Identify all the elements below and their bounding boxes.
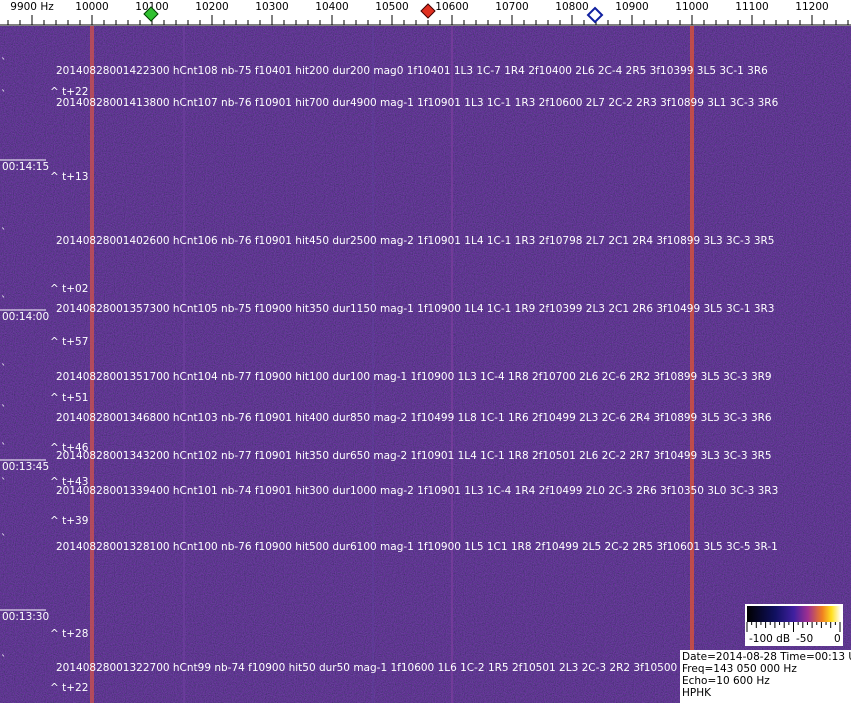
time-offset: ^ t+39 [50,515,88,527]
waterfall-noise [0,26,851,703]
time-offset: ^ t+46 [50,442,89,454]
colorbar: -100 dB -50 0 [745,604,843,646]
time-offset: ^ t+28 [50,628,88,640]
info-box [680,650,851,703]
tick-mark-left: ` [1,57,6,69]
frequency-label: 10100 [135,1,168,13]
tick-mark-left: ` [1,477,6,489]
time-label: 00:14:00 [2,311,49,323]
frequency-label: 10600 [435,1,468,13]
frequency-label: 9900 Hz [10,1,54,13]
detections: 20140828001422300 hCnt108 nb-75 f10401 h… [0,57,779,694]
faint-line [451,26,453,703]
time-label: 00:13:45 [2,461,49,473]
info-line: Date=2014-08-28 Time=00:13 UTC [682,651,851,663]
frequency-label: 10800 [555,1,588,13]
frequency-label: 10200 [195,1,228,13]
red-marker[interactable] [420,3,436,19]
frequency-label: 10000 [75,1,108,13]
time-offset: ^ t+22 [50,86,88,98]
detection-text: 20140828001328100 hCnt100 nb-76 f10900 h… [56,541,778,553]
time-offset: ^ t+22 [50,682,88,694]
time-offset: ^ t+57 [50,336,88,348]
tick-mark-left: ` [1,533,6,545]
carrier-streaks [90,26,694,703]
frequency-label: 10300 [255,1,288,13]
detection-text: 20140828001402600 hCnt106 nb-76 f10901 h… [56,235,775,247]
frequency-label: 10400 [315,1,348,13]
time-label: 00:14:15 [2,161,49,173]
time-offset: ^ t+51 [50,392,88,404]
colorbar-gradient [747,606,841,622]
detection-text: 20140828001351700 hCnt104 nb-77 f10900 h… [56,371,772,383]
faint-line [372,26,374,703]
tick-mark-left: ` [1,654,6,666]
colorbar-label: -100 dB [749,633,790,645]
green-marker[interactable] [143,6,159,22]
carrier-line [690,26,694,703]
tick-mark-left: ` [1,442,6,454]
detection-text: 20140828001422300 hCnt108 nb-75 f10401 h… [56,65,768,77]
detection-text: 20140828001346800 hCnt103 nb-76 f10901 h… [56,412,772,424]
frequency-label: 11100 [735,1,768,13]
time-offset: ^ t+13 [50,171,88,183]
info-line: Echo=10 600 Hz [682,675,770,687]
time-offset: ^ t+43 [50,476,88,488]
frequency-label: 10900 [615,1,648,13]
detection-text: 20140828001339400 hCnt101 nb-74 f10901 h… [56,485,778,497]
carrier-line [90,26,94,703]
time-offset: ^ t+02 [50,283,88,295]
frequency-label: 10700 [495,1,528,13]
colorbar-label: -50 [796,633,813,645]
colorbar-ticks [746,622,841,632]
info-line: Freq=143 050 000 Hz [682,663,797,675]
tick-mark-left: ` [1,295,6,307]
detection-text: 20140828001413800 hCnt107 nb-76 f10901 h… [56,97,779,109]
tick-mark-left: ` [1,227,6,239]
frequency-label: 11000 [675,1,708,13]
frequency-label: 11200 [795,1,828,13]
time-label: 00:13:30 [2,611,49,623]
detection-text: 20140828001343200 hCnt102 nb-77 f10901 h… [56,450,772,462]
tick-mark-left: ` [1,89,6,101]
tick-mark-left: ` [1,404,6,416]
frequency-axis: 9900 Hz 10000 10100 10200 10300 10400 10500 106… [7,1,849,25]
faint-line [183,26,185,703]
colorbar-label: 0 [834,633,841,645]
frequency-label: 10500 [375,1,408,13]
info-line: HPHK [682,687,712,699]
detection-text: 20140828001357300 hCnt105 nb-75 f10900 h… [56,303,775,315]
tick-mark-left: ` [1,363,6,375]
detection-text: 20140828001322700 hCnt99 nb-74 f10900 hi… [56,662,752,674]
blue-marker[interactable] [586,6,604,24]
